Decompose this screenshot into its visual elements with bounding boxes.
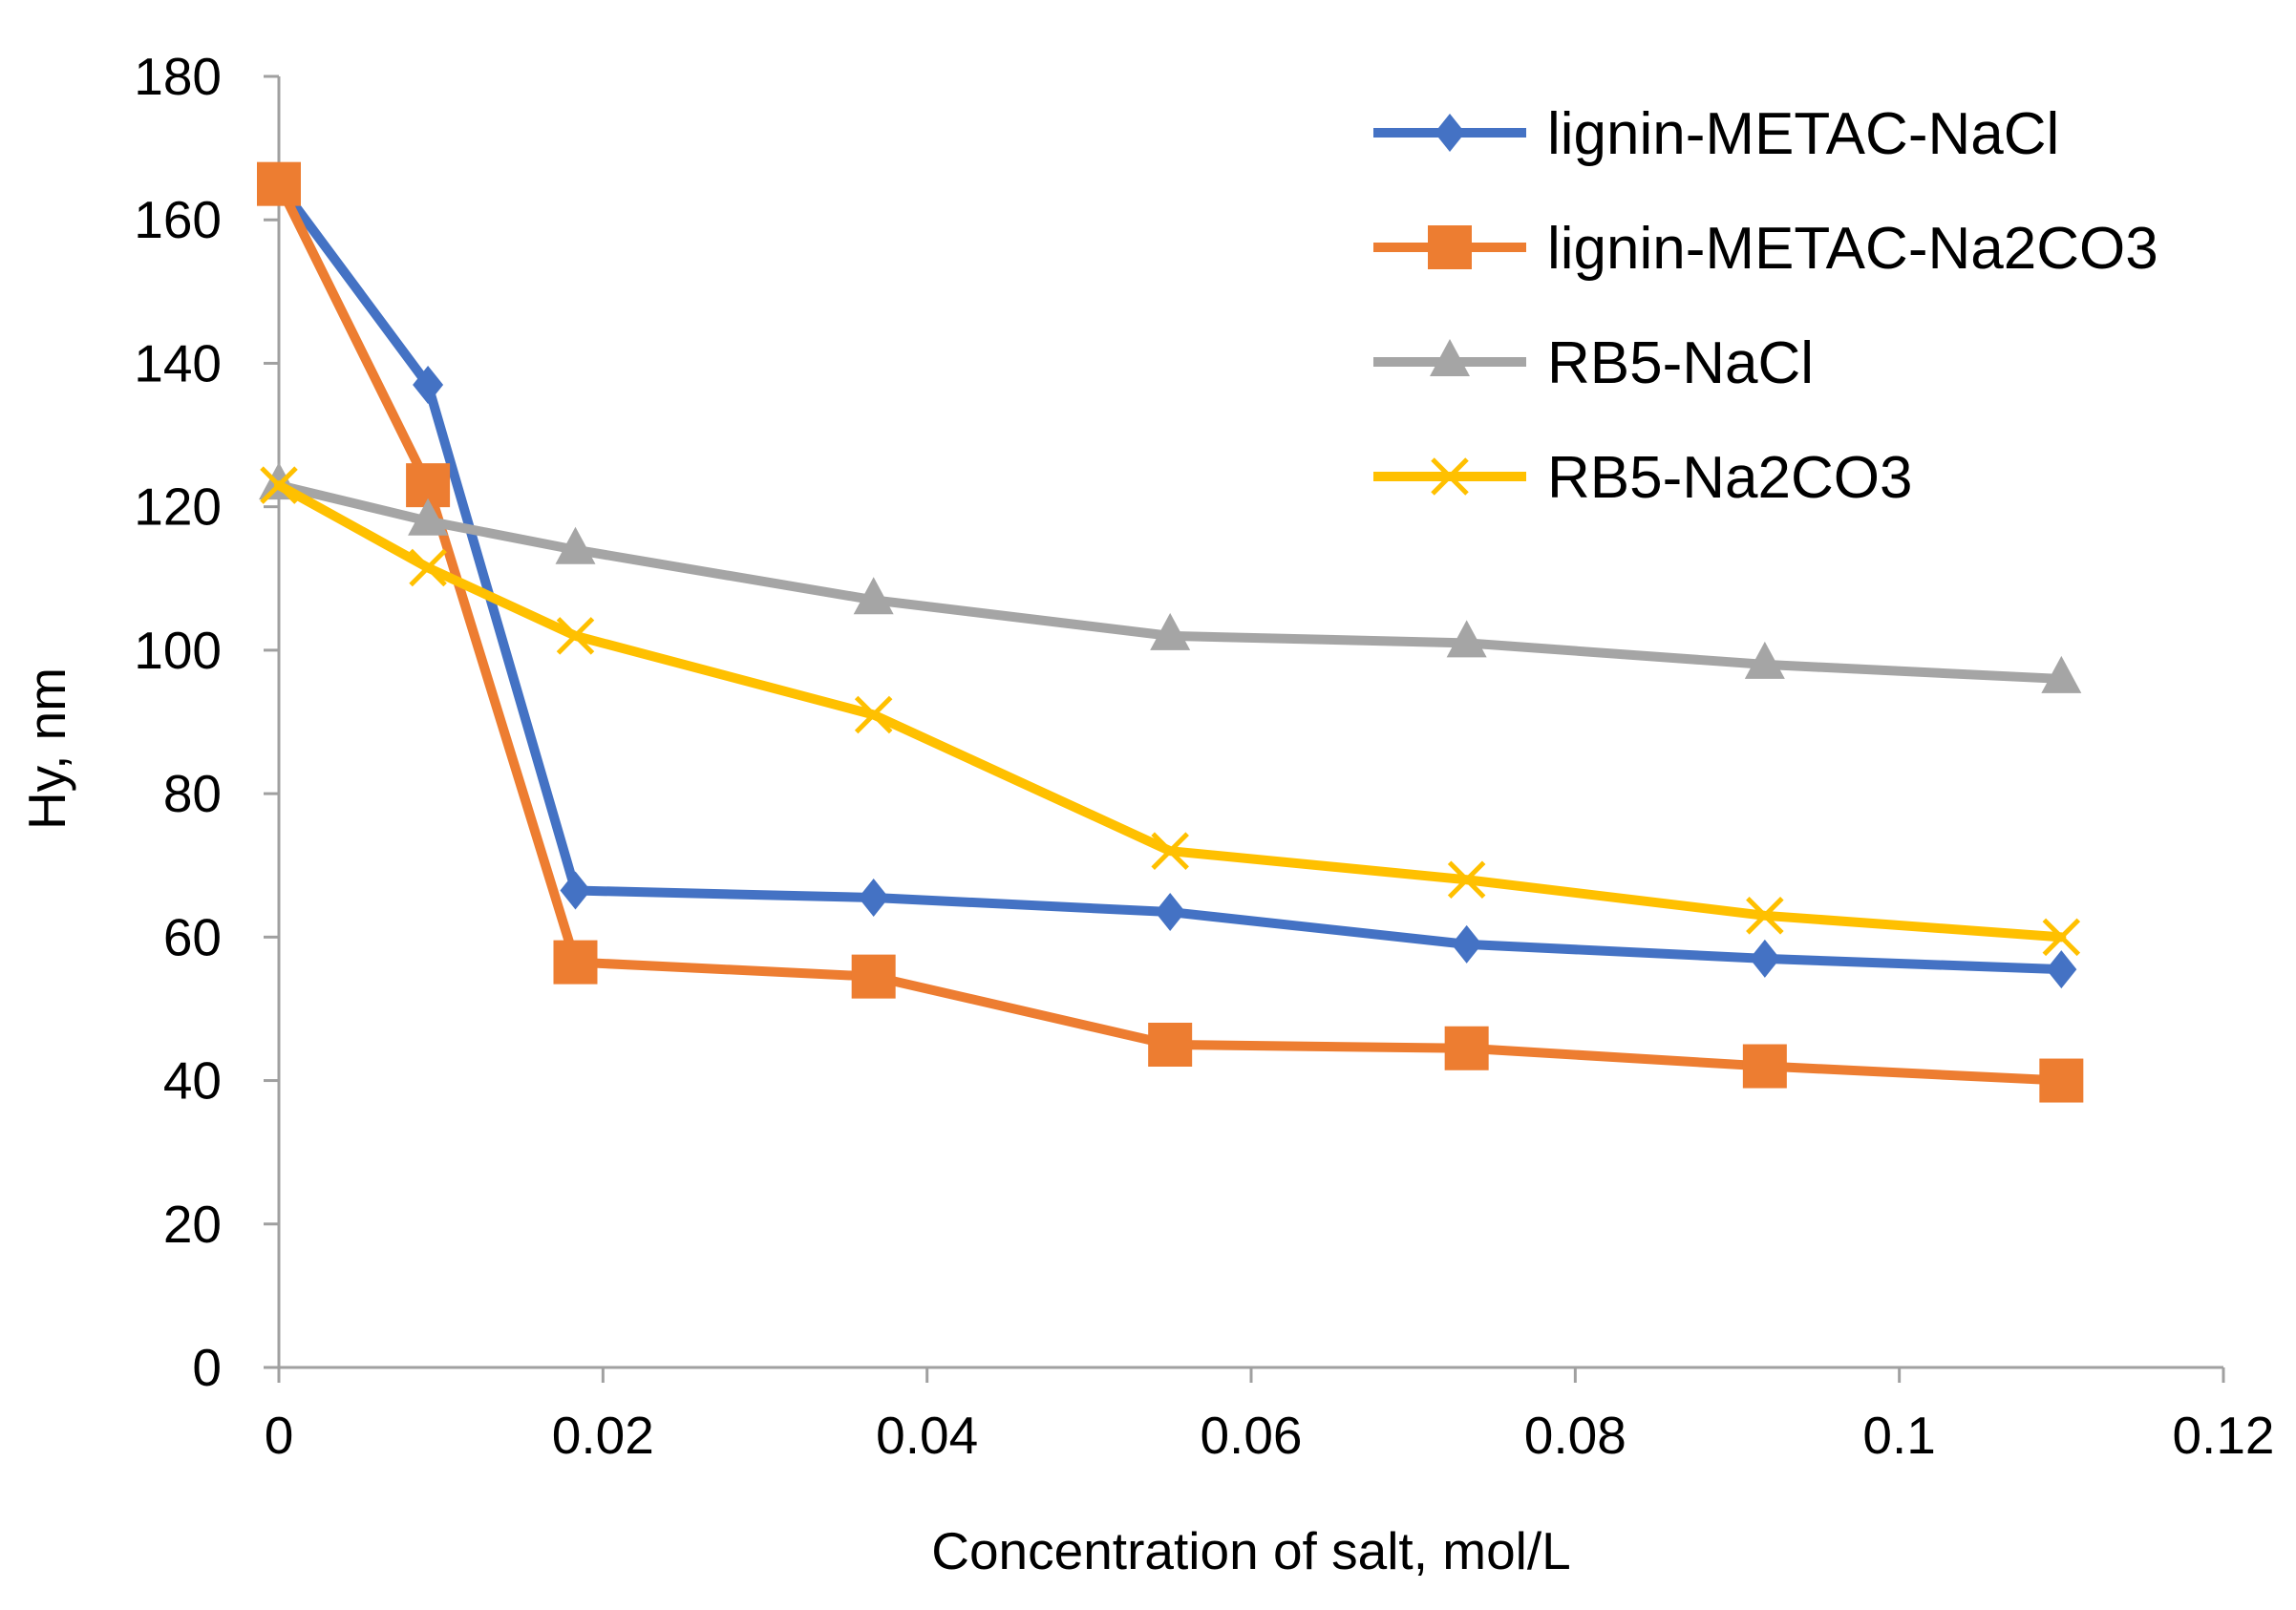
x-marker-stroke	[409, 548, 447, 587]
x-tick-label: 0.02	[552, 1406, 654, 1465]
data-point-rb5-nacl	[1446, 620, 1487, 658]
legend-label: RB5-NaCl	[1547, 330, 1814, 396]
data-point-lignin-metac-na2co3	[1444, 1026, 1489, 1070]
data-point-lignin-metac-nacl	[858, 879, 889, 918]
series-rb5-na2co3	[260, 466, 2081, 957]
series-lignin-metac-na2co3	[257, 161, 2084, 1103]
data-point-rb5-na2co3	[556, 617, 595, 655]
data-point-rb5-nacl	[1744, 641, 1785, 679]
x-marker-stroke	[1151, 832, 1189, 870]
data-point-lignin-metac-na2co3	[1742, 1044, 1787, 1089]
x-marker-stroke	[1746, 897, 1784, 935]
y-tick-label: 160	[134, 190, 222, 249]
data-point-lignin-metac-nacl	[2046, 950, 2077, 989]
data-point-lignin-metac-na2co3	[553, 940, 598, 985]
x-tick-label: 0	[265, 1406, 294, 1465]
y-tick-label: 20	[163, 1195, 222, 1254]
x-marker-stroke	[1447, 860, 1486, 900]
legend-label: lignin-METAC-Na2CO3	[1547, 216, 2158, 282]
x-tick-label: 0.06	[1200, 1406, 1302, 1465]
x-marker-stroke	[854, 695, 893, 734]
legend-item-lignin-metac-na2co3: lignin-METAC-Na2CO3	[1373, 216, 2158, 282]
data-point-rb5-nacl	[2041, 655, 2082, 693]
y-tick-label: 100	[134, 621, 222, 680]
data-point-lignin-metac-na2co3	[851, 954, 896, 999]
data-point-rb5-na2co3	[409, 548, 447, 587]
data-point-lignin-metac-na2co3	[1148, 1023, 1193, 1067]
data-point-rb5-nacl	[408, 498, 449, 536]
y-tick-label: 120	[134, 477, 222, 537]
data-point-lignin-metac-nacl	[1155, 893, 1186, 932]
data-point-rb5-na2co3	[1447, 860, 1486, 900]
legend-marker	[1431, 457, 1469, 496]
data-point-rb5-nacl	[555, 526, 596, 564]
x-tick-label: 0.08	[1524, 1406, 1626, 1465]
legend-marker	[1428, 225, 1472, 269]
data-point-lignin-metac-nacl	[413, 365, 444, 404]
data-point-rb5-na2co3	[1746, 897, 1784, 935]
y-tick-label: 80	[163, 764, 222, 823]
legend-item-rb5-nacl: RB5-NaCl	[1373, 330, 1814, 396]
data-point-rb5-na2co3	[854, 695, 893, 734]
data-point-lignin-metac-na2co3	[2039, 1058, 2084, 1103]
data-point-rb5-nacl	[1150, 612, 1191, 650]
data-point-lignin-metac-nacl	[560, 871, 591, 910]
series-line-lignin-metac-nacl	[274, 179, 2067, 975]
legend-marker	[1435, 114, 1465, 152]
data-point-lignin-metac-nacl	[1451, 924, 1482, 964]
axes	[264, 74, 2225, 1383]
data-point-rb5-na2co3	[1151, 832, 1189, 870]
x-marker-stroke	[556, 617, 595, 655]
y-tick-label: 40	[163, 1051, 222, 1111]
data-point-rb5-na2co3	[2042, 918, 2081, 957]
series-line-rb5-nacl	[274, 480, 2067, 684]
y-tick-label: 140	[134, 333, 222, 392]
series-lines	[257, 161, 2084, 1103]
x-marker-stroke	[260, 466, 298, 504]
data-point-rb5-nacl	[853, 577, 894, 615]
legend-label: lignin-METAC-NaCl	[1547, 101, 2059, 167]
y-tick-label: 180	[134, 47, 222, 106]
legend-label: RB5-Na2CO3	[1547, 445, 1912, 511]
legend-marker	[1430, 339, 1470, 376]
x-tick-label: 0.1	[1862, 1406, 1935, 1465]
x-tick-label: 0.04	[876, 1406, 978, 1465]
series-line-lignin-metac-na2co3	[274, 179, 2067, 1086]
data-point-lignin-metac-nacl	[1749, 939, 1780, 978]
x-tick-label: 0.12	[2172, 1406, 2274, 1465]
legend-item-rb5-na2co3: RB5-Na2CO3	[1373, 445, 1912, 511]
y-axis-title: Hy, nm	[17, 667, 76, 830]
legend-item-lignin-metac-nacl: lignin-METAC-NaCl	[1373, 101, 2059, 167]
y-tick-label: 0	[192, 1338, 222, 1397]
x-axis-title: Concentration of salt, mol/L	[931, 1521, 1571, 1580]
y-tick-label: 60	[163, 907, 222, 966]
x-marker-stroke	[2042, 918, 2081, 957]
tick-labels: 0 20 40 60 80 100 120 140 160 180 0 0.02 0.04 0.06 0.0…	[134, 47, 2274, 1465]
legend: lignin-METAC-NaCl lignin-METAC-Na2CO3 RB5-…	[1373, 101, 2158, 511]
data-point-rb5-na2co3	[260, 466, 298, 504]
data-point-lignin-metac-na2co3	[257, 161, 301, 206]
series-line-rb5-na2co3	[274, 480, 2067, 943]
x-marker-stroke	[1431, 457, 1469, 496]
series-lignin-metac-nacl	[264, 164, 2077, 989]
